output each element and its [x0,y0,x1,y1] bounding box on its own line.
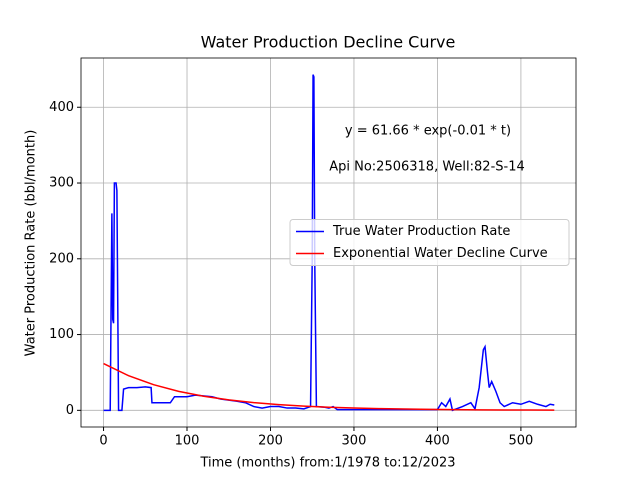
x-tick-label: 500 [508,434,533,449]
legend-label: True Water Production Rate [332,224,510,239]
x-tick-label: 100 [175,434,200,449]
y-tick-label: 400 [49,100,74,115]
y-axis-label: Water Production Rate (bbl/month) [24,130,39,357]
x-tick-label: 300 [342,434,367,449]
annotation: Api No:2506318, Well:82-S-14 [329,160,525,175]
y-tick-label: 100 [49,327,74,342]
plot-frame [80,57,577,428]
x-tick-label: 200 [258,434,283,449]
legend-label: Exponential Water Decline Curve [333,246,548,261]
y-tick-label: 300 [49,176,74,191]
y-tick-label: 200 [49,251,74,266]
x-axis-label: Time (months) from:1/1978 to:12/2023 [199,456,455,471]
x-tick-label: 0 [99,434,107,449]
data-line [103,74,555,412]
data-line [103,362,555,411]
legend-box [289,219,570,266]
x-tick-label: 400 [425,434,450,449]
y-tick-label: 0 [66,403,74,418]
chart-title: Water Production Decline Curve [201,33,456,52]
annotation: y = 61.66 * exp(-0.01 * t) [345,124,511,139]
